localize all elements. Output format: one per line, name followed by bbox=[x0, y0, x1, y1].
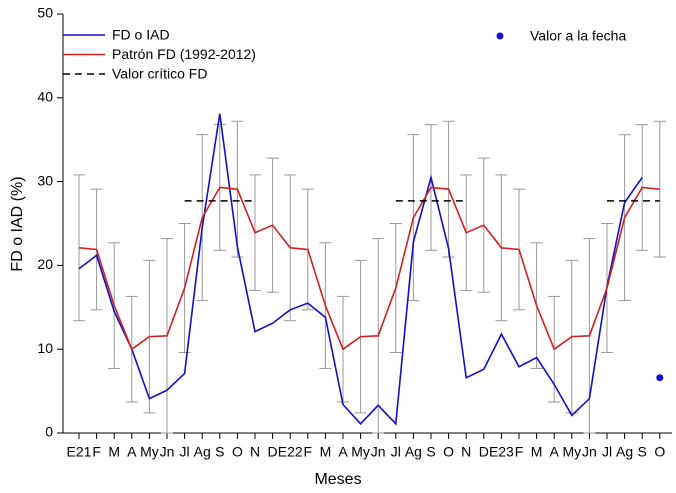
x-tick-label: N bbox=[461, 444, 471, 460]
x-tick-label: D bbox=[268, 444, 278, 460]
x-tick-label: E21 bbox=[67, 444, 92, 460]
x-tick-label: My bbox=[140, 444, 159, 460]
x-tick-label: Ag bbox=[405, 444, 422, 460]
legend-label: Valor crítico FD bbox=[112, 66, 207, 82]
y-tick-label: 0 bbox=[45, 424, 53, 440]
x-tick-label: E23 bbox=[489, 444, 514, 460]
legend-marker bbox=[496, 32, 504, 40]
x-tick-label: Jl bbox=[602, 444, 612, 460]
x-tick-label: S bbox=[638, 444, 647, 460]
x-tick-label: M bbox=[531, 444, 543, 460]
series-line bbox=[78, 113, 643, 426]
series-line bbox=[78, 186, 660, 351]
x-tick-label: Jl bbox=[180, 444, 190, 460]
y-tick-label: 30 bbox=[37, 172, 53, 188]
y-tick-label: 50 bbox=[37, 5, 53, 21]
data-point bbox=[656, 374, 664, 382]
legend-label: FD o IAD bbox=[112, 27, 170, 43]
x-tick-label: My bbox=[562, 444, 581, 460]
x-axis-title: Meses bbox=[314, 471, 361, 488]
x-tick-label: My bbox=[351, 444, 370, 460]
x-tick-label: A bbox=[127, 444, 137, 460]
x-tick-label: Jn bbox=[160, 444, 175, 460]
x-tick-label: S bbox=[215, 444, 224, 460]
x-tick-label: Jn bbox=[582, 444, 597, 460]
x-tick-label: O bbox=[232, 444, 243, 460]
x-tick-label: Jn bbox=[371, 444, 386, 460]
x-tick-label: E22 bbox=[278, 444, 303, 460]
x-tick-label: N bbox=[250, 444, 260, 460]
y-tick-label: 10 bbox=[37, 340, 53, 356]
legend-label: Patrón FD (1992-2012) bbox=[112, 46, 256, 62]
x-tick-label: A bbox=[338, 444, 348, 460]
x-tick-label: Ag bbox=[616, 444, 633, 460]
x-tick-label: F bbox=[92, 444, 101, 460]
y-axis-title: FD o IAD (%) bbox=[9, 176, 26, 271]
x-tick-label: O bbox=[443, 444, 454, 460]
x-tick-label: A bbox=[550, 444, 560, 460]
legend-label: Valor a la fecha bbox=[530, 28, 626, 44]
x-tick-label: M bbox=[108, 444, 120, 460]
x-tick-label: M bbox=[320, 444, 332, 460]
x-tick-label: D bbox=[479, 444, 489, 460]
x-tick-label: Jl bbox=[391, 444, 401, 460]
x-tick-label: F bbox=[515, 444, 524, 460]
x-tick-label: O bbox=[654, 444, 665, 460]
y-tick-label: 20 bbox=[37, 256, 53, 272]
x-tick-label: S bbox=[426, 444, 435, 460]
x-tick-label: F bbox=[304, 444, 313, 460]
y-tick-label: 40 bbox=[37, 89, 53, 105]
x-tick-label: Ag bbox=[194, 444, 211, 460]
